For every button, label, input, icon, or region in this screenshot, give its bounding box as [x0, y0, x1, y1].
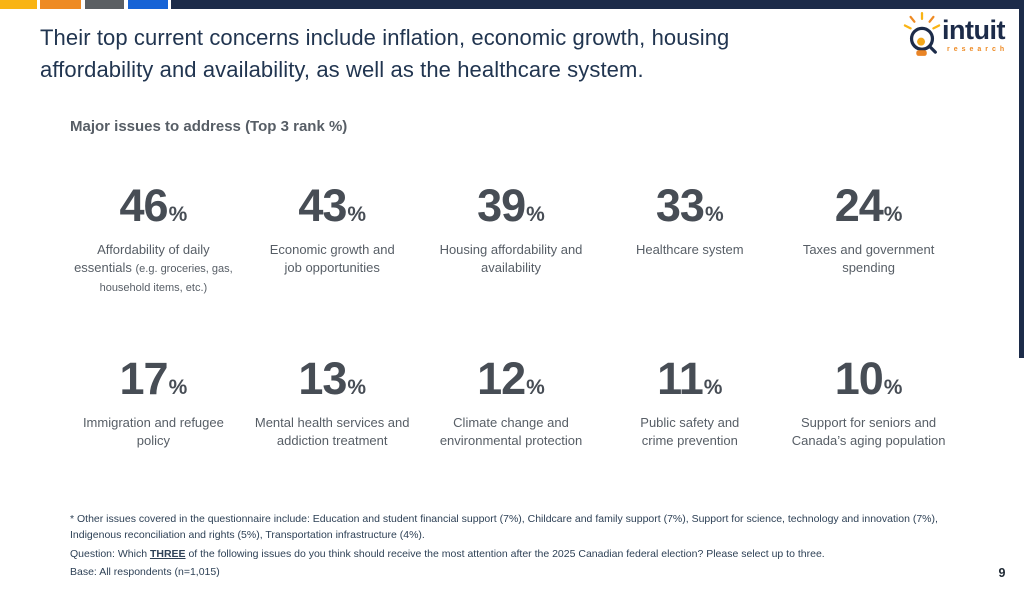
intuit-research-logo: intuit research: [903, 12, 1023, 58]
stat-number: 12: [477, 353, 526, 404]
stat-number: 10: [834, 353, 884, 404]
top-accent-bar: [0, 0, 1024, 9]
stat-number: 24: [834, 180, 884, 231]
stat-label: Climate change and environmental protect…: [439, 415, 583, 449]
stat-label: Immigration and refugee policy: [82, 415, 224, 449]
stat-value: 33%: [604, 183, 775, 228]
footnote-base: Base: All respondents (n=1,015): [70, 566, 220, 579]
logo-wordmark: intuit: [942, 15, 1005, 45]
stat-label: Affordability of daily essentials (e.g. …: [68, 241, 239, 297]
percent-sign: %: [883, 376, 903, 399]
right-accent-strip: [1019, 9, 1024, 358]
stat-value: 24%: [783, 183, 954, 228]
stat-number: 33: [655, 180, 705, 231]
stat-label: Healthcare system: [635, 242, 744, 257]
accent-square-gray: [85, 0, 124, 9]
stat-label: Economic growth and job opportunities: [269, 242, 395, 276]
accent-square-orange: [40, 0, 81, 9]
footnote-other-issues: * Other issues covered in the questionna…: [70, 513, 938, 541]
accent-square-blue: [128, 0, 168, 9]
percent-sign: %: [526, 203, 545, 226]
stat-number: 17: [119, 353, 169, 404]
percent-sign: %: [883, 203, 903, 226]
stat-item-public-safety: 11% Public safety and crime prevention: [600, 356, 779, 451]
stat-value: 39%: [426, 183, 597, 228]
stat-item-healthcare: 33% Healthcare system: [600, 183, 779, 356]
stat-label: Support for seniors and Canada’s aging p…: [791, 415, 946, 449]
stat-item-immigration: 17% Immigration and refugee policy: [64, 356, 243, 451]
section-title: Major issues to address (Top 3 rank %): [70, 118, 348, 135]
question-emphasis: THREE: [149, 547, 186, 560]
stat-label: Taxes and government spending: [802, 242, 935, 276]
stat-item-taxes: 24% Taxes and government spending: [779, 183, 958, 356]
page-title: Their top current concerns include infla…: [40, 25, 730, 83]
percent-sign: %: [168, 376, 188, 399]
question-prefix: Question: Which: [70, 547, 150, 560]
footnote-question: Question: Which THREE of the following i…: [70, 547, 970, 563]
stat-item-economic-growth: 43% Economic growth and job opportunitie…: [243, 183, 422, 356]
stat-label-note: (e.g. groceries, gas, household items, e…: [99, 263, 233, 295]
question-suffix: of the following issues do you think sho…: [185, 547, 825, 560]
percent-sign: %: [168, 203, 188, 226]
stat-number: 39: [477, 180, 526, 231]
percent-sign: %: [526, 376, 545, 399]
stat-value: 10%: [783, 356, 954, 401]
stat-value: 11%: [604, 356, 775, 401]
stat-item-seniors: 10% Support for seniors and Canada’s agi…: [779, 356, 958, 451]
accent-bar-navy: [171, 0, 1024, 9]
percent-sign: %: [704, 203, 724, 226]
percent-sign: %: [347, 376, 367, 399]
stat-item-affordability: 46% Affordability of daily essentials (e…: [64, 183, 243, 356]
stat-number: 43: [298, 180, 347, 231]
stat-label-main: Affordability of daily essentials: [74, 242, 210, 276]
stat-item-housing: 39% Housing affordability and availabili…: [422, 183, 601, 356]
footnotes: * Other issues covered in the questionna…: [70, 512, 970, 584]
accent-square-yellow: [0, 0, 37, 9]
stat-value: 13%: [247, 356, 418, 401]
stats-grid: 46% Affordability of daily essentials (e…: [64, 183, 958, 451]
stat-label: Public safety and crime prevention: [640, 415, 740, 449]
stat-item-mental-health: 13% Mental health services and addiction…: [243, 356, 422, 451]
stat-label: Mental health services and addiction tre…: [254, 415, 410, 449]
stat-label: Housing affordability and availability: [439, 242, 583, 276]
stat-value: 46%: [68, 183, 239, 228]
stat-number: 46: [119, 180, 169, 231]
stat-number: 13: [298, 353, 347, 404]
stat-number: 11: [657, 353, 704, 404]
stat-value: 17%: [68, 356, 239, 401]
percent-sign: %: [347, 203, 367, 226]
page-number: 9: [998, 566, 1006, 580]
stat-value: 12%: [426, 356, 597, 401]
logo-subtext: research: [947, 46, 1009, 53]
stat-value: 43%: [247, 183, 418, 228]
percent-sign: %: [703, 376, 723, 399]
stat-item-climate: 12% Climate change and environmental pro…: [422, 356, 601, 451]
